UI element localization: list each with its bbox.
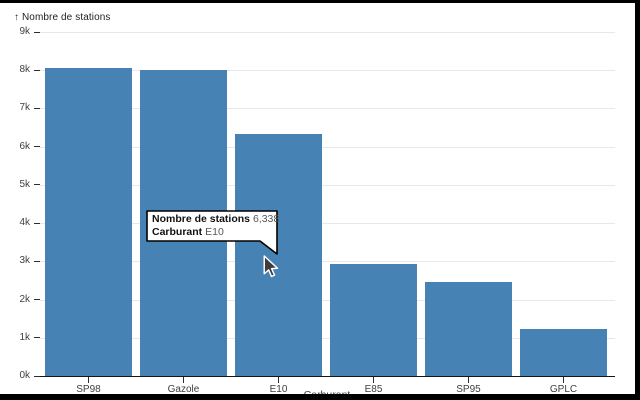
x-tick-mark [278, 377, 279, 383]
x-tick-label: GPLC [549, 384, 578, 394]
tooltip-row: Nombre de stations 6,338 [152, 213, 279, 226]
y-tick-mark [34, 107, 40, 109]
y-tick-label: 4k [19, 217, 30, 229]
x-tick-label: E85 [364, 384, 383, 394]
y-tick-mark [34, 184, 40, 186]
tooltip-bubble [146, 210, 278, 255]
x-tick-label: SP98 [76, 384, 101, 394]
gridline [40, 261, 615, 263]
x-axis-line [40, 375, 615, 377]
bar-SP95[interactable] [425, 281, 512, 376]
gridline [40, 184, 615, 186]
y-tick-mark [34, 146, 40, 148]
x-tick-mark [563, 377, 564, 383]
tooltip-label: Carburant [152, 226, 203, 238]
y-tick-mark [34, 375, 40, 377]
y-tick-label: 2k [19, 293, 30, 305]
x-tick-mark [183, 377, 184, 383]
y-tick-mark [34, 31, 40, 33]
gridline [40, 337, 615, 339]
bar-E85[interactable] [330, 264, 417, 376]
tooltip-value: E10 [205, 226, 224, 238]
gridline [40, 32, 615, 33]
x-tick-mark [373, 377, 374, 383]
y-tick-label: 1k [19, 331, 30, 343]
gridline [40, 146, 615, 148]
x-tick-mark [88, 377, 89, 383]
y-tick-label: 5k [19, 178, 30, 190]
bar-E10[interactable] [235, 133, 322, 376]
y-tick-mark [34, 69, 40, 71]
x-tick-label: Gazole [167, 384, 200, 394]
mouse-cursor-icon [263, 255, 279, 278]
y-tick-mark [34, 222, 40, 224]
x-tick-label: SP95 [456, 384, 481, 394]
y-tick-label: 3k [19, 255, 30, 267]
bar-SP98[interactable] [45, 68, 132, 376]
x-axis-label: Carburant [287, 389, 367, 394]
y-axis-label: ↑ Nombre de stations [14, 12, 111, 23]
y-tick-mark [34, 299, 40, 301]
y-tick-label: 8k [19, 64, 30, 76]
y-tick-mark [34, 337, 40, 339]
x-tick-mark [468, 377, 469, 383]
bar-GPLC[interactable] [520, 328, 607, 376]
tooltip-label: Nombre de stations [152, 213, 251, 225]
gridline [40, 70, 615, 72]
tooltip-value: 6,338 [252, 213, 280, 225]
tooltip-row: Carburant E10 [152, 226, 279, 239]
gridline [40, 299, 615, 301]
gridline [40, 223, 615, 225]
y-tick-mark [34, 260, 40, 262]
x-tick-label: E10 [269, 384, 288, 394]
y-tick-label: 0k [19, 370, 30, 381]
y-tick-label: 6k [19, 140, 30, 152]
y-tick-label: 9k [19, 26, 30, 37]
chart-page: ↑ Nombre de stations 0k 1k 2k 3k 4k 5k 6k 7k 8k 9… [0, 3, 635, 394]
y-tick-label: 7k [19, 102, 30, 114]
gridline [40, 108, 615, 110]
tooltip: Nombre de stations 6,338 Carburant E10 [152, 213, 279, 239]
